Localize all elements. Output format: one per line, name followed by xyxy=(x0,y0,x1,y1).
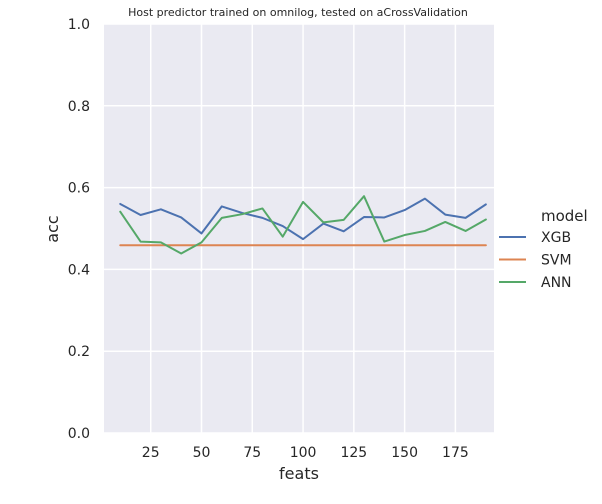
y-tick-label: 0.0 xyxy=(68,426,90,442)
legend-label: XGB xyxy=(541,230,571,246)
legend-item-ann: ANN xyxy=(499,275,572,291)
y-tick-label: 0.6 xyxy=(68,181,90,197)
y-tick-label: 0.8 xyxy=(68,99,90,115)
y-tick-label: 0.4 xyxy=(68,262,90,278)
x-tick-label: 75 xyxy=(243,445,261,461)
legend-label: ANN xyxy=(541,275,572,291)
y-tick-label: 0.2 xyxy=(68,344,90,360)
legend-item-xgb: XGB xyxy=(499,230,571,246)
series-line-xgb xyxy=(119,197,487,241)
x-tick-label: 150 xyxy=(391,445,418,461)
x-axis-label: feats xyxy=(279,464,319,483)
legend-item-svm: SVM xyxy=(499,253,572,269)
series-line-ann xyxy=(119,195,487,255)
x-tick-label: 100 xyxy=(290,445,317,461)
x-tick-label: 50 xyxy=(193,445,211,461)
y-tick-label: 1.0 xyxy=(68,17,90,33)
series-lines xyxy=(119,195,487,255)
legend-title: model xyxy=(541,207,588,225)
chart-title: Host predictor trained on omnilog, teste… xyxy=(128,6,468,19)
x-tick-label: 175 xyxy=(442,445,469,461)
legend: model XGB SVM ANN xyxy=(499,207,588,291)
grid-lines xyxy=(104,23,494,434)
tick-labels: 25 50 75 100 125 150 175 0.0 0.2 0.4 0.6 0.8 1.0 xyxy=(68,17,469,461)
y-axis-label: acc xyxy=(43,215,62,242)
x-tick-label: 125 xyxy=(340,445,367,461)
legend-items: XGB SVM ANN xyxy=(499,230,572,291)
x-tick-label: 25 xyxy=(142,445,160,461)
plot-background xyxy=(104,24,494,433)
legend-label: SVM xyxy=(541,253,572,269)
